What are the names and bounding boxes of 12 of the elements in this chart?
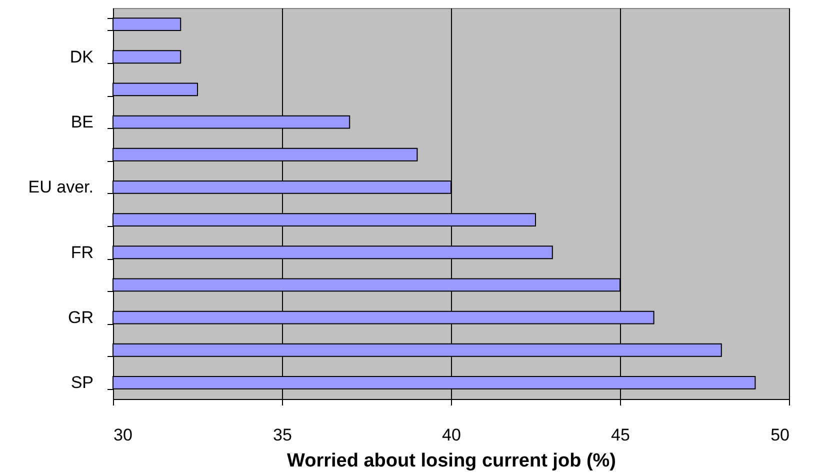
y-tick-label: FR — [70, 242, 94, 262]
y-tick-label: BE — [70, 112, 94, 132]
x-tick-label: 40 — [442, 426, 461, 444]
x-tick-label: 35 — [273, 426, 292, 444]
x-tick-label: 50 — [770, 426, 790, 444]
y-tick-label: EU aver. — [28, 178, 94, 197]
x-axis-title: Worried about losing current job (%) — [287, 450, 616, 472]
y-tick-label: DK — [70, 47, 94, 66]
y-tick-label: GR — [68, 308, 94, 328]
x-tick-label: 30 — [114, 426, 132, 444]
x-tick-label: 45 — [611, 426, 630, 444]
y-tick-label: SP — [70, 373, 94, 392]
